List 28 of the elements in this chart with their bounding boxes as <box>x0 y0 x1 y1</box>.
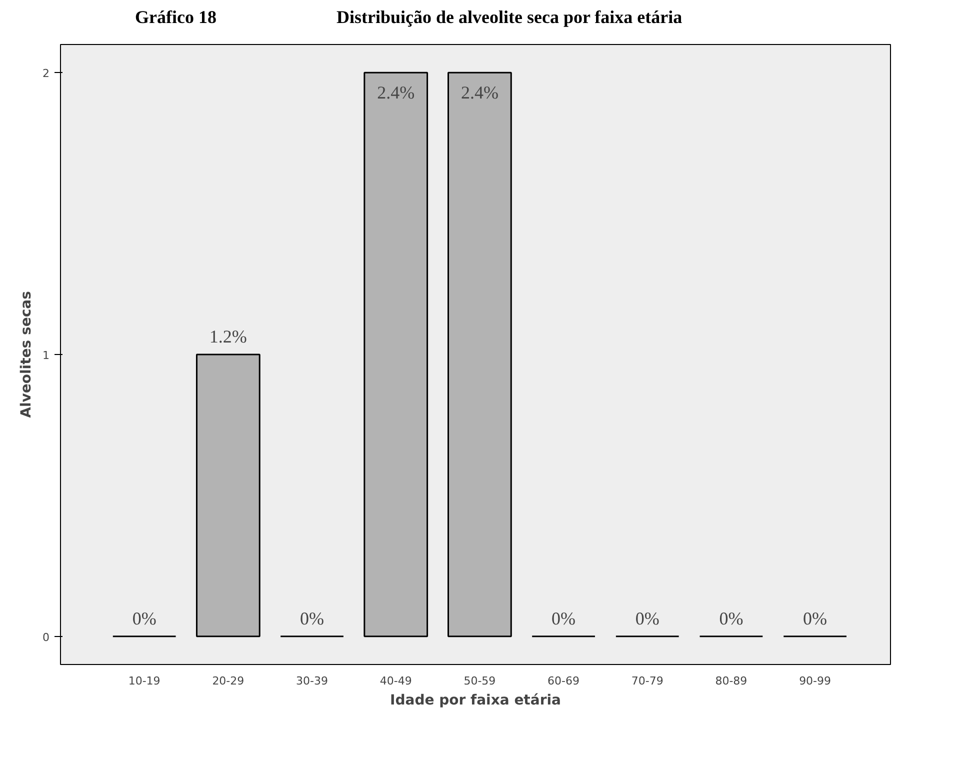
x-axis-title: Idade por faixa etária <box>390 692 561 708</box>
annotation: 2.4% <box>460 82 498 103</box>
y-axis-title: Alveolites secas <box>18 291 34 418</box>
annotation: 0% <box>719 608 744 628</box>
bar <box>448 72 512 638</box>
x-tick-label: 60-69 <box>548 674 580 688</box>
annotation: 0% <box>300 608 324 628</box>
chart-title: Distribuição de alveolite seca por faixa etária <box>336 7 682 27</box>
annotation: 0% <box>132 608 156 628</box>
x-tick-label: 50-59 <box>464 674 496 688</box>
x-tick-label: 10-19 <box>128 674 160 688</box>
bar <box>196 354 260 638</box>
bar <box>364 72 428 638</box>
annotation: 1.2% <box>209 326 247 346</box>
x-tick-label: 90-99 <box>799 674 832 688</box>
y-tick-label: 0 <box>42 630 50 644</box>
x-tick-label: 40-49 <box>380 674 412 688</box>
annotation: 2.4% <box>377 82 415 103</box>
x-tick-label: 20-29 <box>212 674 244 688</box>
x-tick-label: 80-89 <box>715 674 748 688</box>
annotation: 0% <box>803 608 828 628</box>
annotation: 0% <box>635 608 660 628</box>
y-tick-label: 2 <box>42 67 50 80</box>
annotation: 0% <box>552 608 576 628</box>
text: Gráfico 18 <box>135 7 216 27</box>
x-tick-label: 30-39 <box>296 674 328 688</box>
y-tick-label: 1 <box>42 349 50 362</box>
x-tick-label: 70-79 <box>631 674 664 688</box>
